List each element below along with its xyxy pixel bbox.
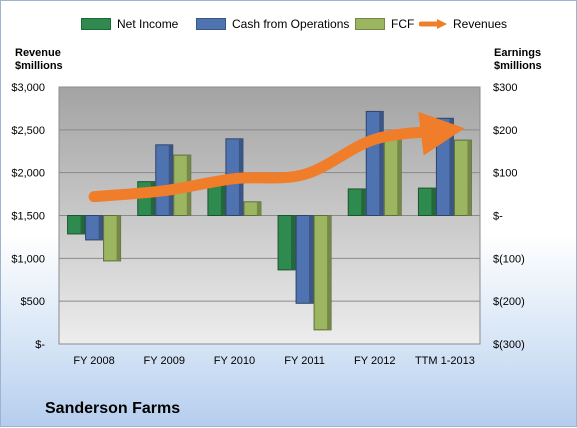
category-label: FY 2011: [284, 355, 325, 367]
legend-swatch-revenues: [419, 19, 447, 29]
legend-label-revenues: Revenues: [453, 17, 508, 31]
category-label: FY 2010: [214, 355, 255, 367]
left-tick-label: $1,000: [11, 253, 45, 265]
left-tick-label: $1,500: [11, 211, 45, 223]
bar-shade-cash-from-operations: [98, 215, 103, 240]
legend-swatch-net-income: [81, 18, 111, 30]
category-label: FY 2012: [354, 355, 395, 367]
bar-shade-net-income: [220, 181, 225, 216]
category-label: FY 2008: [73, 355, 114, 367]
bar-shade-net-income: [431, 188, 436, 216]
legend-label-net-income: Net Income: [117, 17, 179, 31]
right-axis-title-line1: Earnings: [494, 47, 542, 59]
bar-shade-net-income: [150, 181, 155, 216]
bar-shade-cash-from-operations: [449, 118, 454, 216]
category-label: TTM 1-2013: [415, 355, 475, 367]
left-axis-title: Revenue $millions: [15, 47, 63, 73]
legend-item-fcf: FCF: [355, 17, 414, 31]
legend-item-revenues: Revenues: [419, 17, 507, 31]
bar-shade-net-income: [80, 215, 85, 234]
left-tick-label: $2,000: [11, 168, 45, 180]
left-tick-label: $500: [21, 296, 45, 308]
legend-label-fcf: FCF: [391, 17, 415, 31]
left-tick-label: $2,500: [11, 125, 45, 137]
legend-swatch-fcf: [355, 18, 385, 30]
bar-shade-fcf: [467, 140, 472, 216]
left-axis-title-line2: $millions: [15, 60, 63, 72]
right-tick-label: $-: [493, 211, 503, 223]
right-tick-label: $(100): [493, 253, 525, 265]
right-tick-label: $300: [493, 82, 517, 94]
right-axis-title-line2: $millions: [494, 60, 542, 72]
right-axis-title: Earnings $millions: [494, 47, 542, 73]
bar-shade-cash-from-operations: [309, 215, 314, 304]
category-label: FY 2009: [144, 355, 185, 367]
left-axis-title-line1: Revenue: [15, 47, 61, 59]
legend-swatch-cash-from-operations: [196, 18, 226, 30]
company-name: Sanderson Farms: [45, 400, 181, 417]
legend-item-net-income: Net Income: [81, 17, 178, 31]
bar-shade-cash-from-operations: [168, 144, 173, 216]
legend-label-cash-from-operations: Cash from Operations: [232, 17, 350, 31]
bar-shade-cash-from-operations: [379, 111, 384, 216]
right-tick-label: $(300): [493, 339, 525, 351]
right-tick-label: $100: [493, 168, 517, 180]
legend-item-cash-from-operations: Cash from Operations: [196, 17, 349, 31]
bar-shade-fcf: [327, 215, 332, 330]
revenues-line: [88, 111, 465, 203]
left-tick-label: $3,000: [11, 82, 45, 94]
bar-shade-fcf: [116, 215, 121, 261]
bar-shade-fcf: [256, 201, 261, 216]
right-tick-label: $200: [493, 125, 517, 137]
left-tick-label: $-: [35, 339, 45, 351]
bar-shade-fcf: [397, 137, 402, 216]
bar-shade-net-income: [291, 215, 296, 270]
bar-shade-net-income: [361, 188, 366, 216]
right-tick-label: $(200): [493, 296, 525, 308]
